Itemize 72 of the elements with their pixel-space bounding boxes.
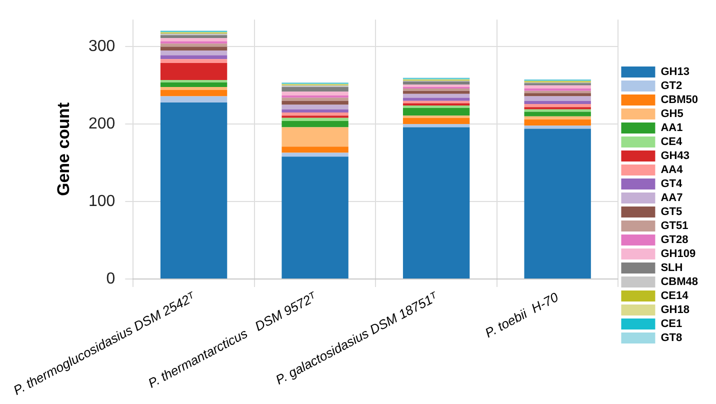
bar [282,86,348,92]
bar [402,90,470,94]
bar [282,118,348,122]
legend-label: GH109 [660,248,696,260]
bar [524,112,591,116]
legend-label: CBM48 [660,276,698,288]
y-tick-label: 100 [88,192,116,210]
legend-label: CBM50 [660,94,698,106]
bar [160,96,228,102]
bar [524,116,591,120]
bar [282,100,348,105]
bar [160,55,228,60]
legend-label: GT8 [660,332,682,344]
legend-label: AA4 [660,164,684,176]
bar [402,127,470,278]
bar [160,59,228,63]
bar [402,118,470,124]
legend-label: GT4 [660,178,683,190]
bar [282,109,348,113]
legend-label: GT2 [660,80,682,92]
legend-label: GH5 [660,108,684,120]
bar [402,82,470,85]
legend-label: AA1 [660,122,683,134]
bar [160,35,228,38]
legend-label: GT28 [660,234,688,246]
bar [282,104,348,110]
legend-label: GH13 [660,66,690,78]
bar [282,92,348,96]
legend-label: GH43 [660,150,690,162]
y-axis-title: Gene count [54,102,73,196]
bar [282,146,348,153]
bar [524,104,591,108]
bar [282,95,348,98]
bar [160,46,228,51]
bar [160,44,228,47]
bar [160,80,228,82]
y-tick-label: 200 [88,116,116,133]
bar [282,156,348,278]
bar [160,82,228,87]
y-tick-label: 300 [88,38,116,56]
bar [402,108,470,116]
bar [282,152,348,157]
bar [160,50,228,56]
legend-label: AA7 [660,192,683,204]
bar [524,85,591,89]
bar [524,128,591,278]
bar [282,112,348,116]
bar [402,124,470,128]
bar [402,94,470,98]
bar [524,100,591,104]
legend-label: CE14 [660,290,690,302]
bar [282,127,348,147]
bar [402,103,470,106]
bar [160,102,228,278]
bar [160,90,228,96]
legend-label: SLH [660,262,683,274]
bar [524,119,591,126]
bar [160,62,228,80]
bar [402,98,470,101]
bar [524,126,591,129]
bar [160,38,228,42]
legend-label: GH18 [660,304,690,316]
y-tick-label: 0 [106,270,116,288]
legend-label: CE1 [660,318,682,330]
legend-label: GT51 [660,220,688,232]
bar [524,96,591,101]
legend-label: CE4 [660,136,683,148]
bar [524,93,591,96]
bar [160,86,228,90]
bar [282,121,348,128]
bar [282,98,348,101]
legend-label: GT5 [660,206,682,218]
